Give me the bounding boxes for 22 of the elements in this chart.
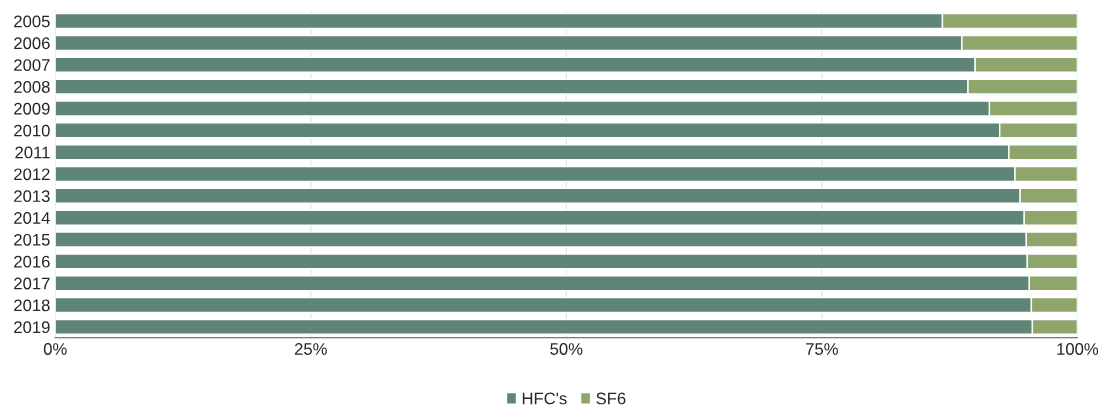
y-tick-label: 2013: [14, 190, 50, 203]
x-tick-label: 0%: [43, 343, 67, 355]
legend-label: SF6: [596, 392, 626, 405]
y-tick-label: 2014: [14, 212, 50, 224]
x-tick-label: 100%: [1057, 343, 1099, 355]
y-tick-label: 2011: [15, 146, 50, 159]
y-tick-label: 2012: [14, 168, 50, 181]
y-tick-label: 2018: [14, 299, 50, 312]
y-tick-label: 2016: [14, 255, 50, 268]
y-tick-label: 2009: [14, 102, 50, 115]
x-tick-label: 25%: [294, 343, 327, 355]
y-tick-label: 2019: [14, 321, 50, 334]
x-tick-label: 75%: [806, 343, 838, 355]
y-tick-label: 2007: [14, 59, 50, 71]
x-tick-label: 50%: [550, 343, 583, 355]
legend-label: HFC's: [522, 392, 567, 405]
y-tick-label: 2006: [14, 37, 50, 50]
y-tick-label: 2008: [14, 81, 50, 93]
y-tick-label: 2010: [14, 124, 50, 137]
y-tick-label: 2015: [14, 233, 50, 246]
y-tick-label: 2005: [14, 15, 50, 28]
y-tick-label: 2017: [14, 277, 50, 290]
